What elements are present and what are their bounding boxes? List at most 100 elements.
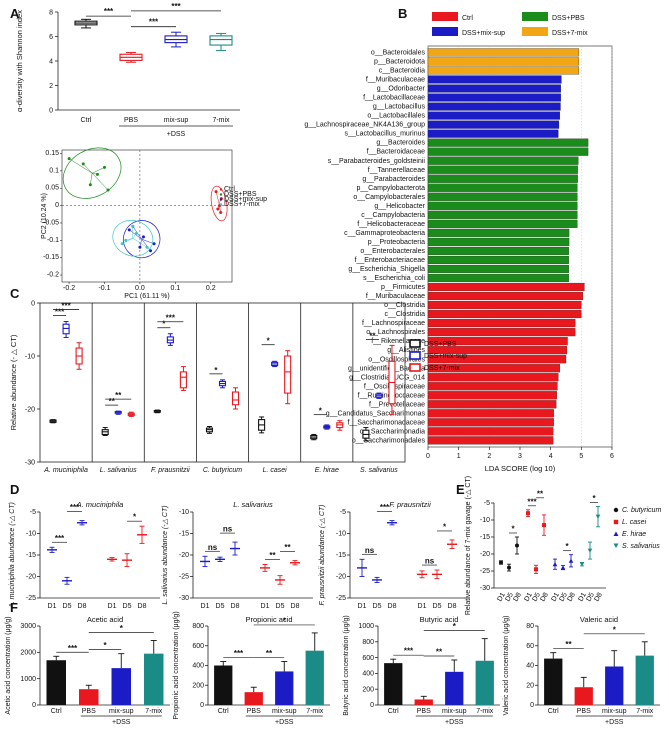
b-bar <box>427 319 576 328</box>
b-bar <box>427 219 578 228</box>
d-x-tick-label: D8 <box>388 603 397 610</box>
b-bar <box>427 337 568 346</box>
d-sig-label: ** <box>284 543 291 552</box>
a-x-tick-label: PBS <box>124 117 138 124</box>
pcoa-x-tick-label: 0.2 <box>206 285 216 292</box>
e-legend-label: E. hirae <box>622 531 646 538</box>
pcoa-point <box>88 183 92 187</box>
d-y-tick-label: -15 <box>26 552 36 559</box>
b-bar <box>427 436 554 445</box>
a-x-tick-label: Ctrl <box>81 117 92 124</box>
b-bar-label: g__Alistipes <box>387 347 425 354</box>
f-y-axis-title: Butyric acid concentration (μg/g) <box>343 615 350 716</box>
e-y-tick-label: -25 <box>480 568 490 575</box>
c-legend-swatch <box>409 363 421 372</box>
f-y-tick-label: 80 <box>526 623 534 630</box>
d-x-tick-label: D8 <box>78 603 87 610</box>
b-legend-label: DSS+7-mix <box>552 30 588 37</box>
b-bar-label: f__Bacteroidaceae <box>367 149 425 156</box>
pcoa-legend-label: DSS+PBS <box>224 191 257 198</box>
b-bar-label: f__Tannerellaceae <box>368 167 425 174</box>
d-x-tick-label: D1 <box>48 603 57 610</box>
f-y-tick-label: 1000 <box>358 623 374 630</box>
b-legend-swatch <box>522 12 548 21</box>
d-y-tick-label: -15 <box>336 552 346 559</box>
b-bar <box>427 57 580 66</box>
b-bar-label: f__Rikenellaceae <box>371 338 425 345</box>
b-bar <box>427 138 589 147</box>
d-x-tick-label: D5 <box>276 603 285 610</box>
c-sig-label: ** <box>109 397 116 406</box>
panel-label-B: B <box>398 6 407 21</box>
b-bar <box>427 237 570 246</box>
c-y-tick-label: -20 <box>25 407 35 414</box>
d-y-tick-label: -20 <box>179 552 189 559</box>
c-y-axis-title: Relative abundance (- △ CT) <box>9 334 18 430</box>
d-x-tick-label: D8 <box>231 603 240 610</box>
c-y-tick-label: -10 <box>25 354 35 361</box>
d-y-tick-label: -30 <box>179 595 189 602</box>
pcoa-spoke <box>91 167 105 174</box>
f-x-tick-label: 7-mix <box>636 708 654 715</box>
e-marker <box>515 543 519 548</box>
pcoa-point <box>138 245 142 249</box>
f-subplot-title: Butyric acid <box>420 615 459 624</box>
f-bar-PBS <box>79 689 99 705</box>
f-sig-label: ** <box>565 640 572 649</box>
d-sig-label: *** <box>55 534 65 543</box>
c-legend-label: DSS+mix-sup <box>424 353 467 360</box>
b-bar-label: f__Muribaculaceae <box>366 77 425 84</box>
c-sig-label: *** <box>55 308 65 317</box>
b-bar-label: o__Lachnospirales <box>366 329 425 336</box>
f-x-tick-label: Ctrl <box>388 708 399 715</box>
b-bar <box>427 147 589 156</box>
e-x-tick-label: D8 <box>566 592 577 603</box>
b-legend-swatch <box>432 27 458 36</box>
pcoa-legend-marker <box>219 188 223 191</box>
f-y-tick-label: 600 <box>362 655 374 662</box>
a-box-7-mix <box>209 35 233 46</box>
f-bar-7-mix <box>305 650 324 705</box>
b-bar <box>427 391 557 400</box>
d-y-axis-title: F. prausnitzii abundance (-△ CT) <box>319 505 326 606</box>
pcoa-ellipse <box>210 185 228 222</box>
panel-label-D: D <box>10 482 19 497</box>
d-y-tick-label: -25 <box>26 595 36 602</box>
f-x-tick-label: mix-sup <box>442 708 467 715</box>
pcoa-legend-marker <box>219 193 223 196</box>
d-y-tick-label: -20 <box>26 574 36 581</box>
f-y-tick-label: 0 <box>530 702 534 709</box>
f-sig-label: * <box>453 622 457 631</box>
b-bar-label: c__Campylobacteria <box>361 212 425 219</box>
b-bar-label: g__Parabacteroides <box>362 176 425 183</box>
d-sig-label: ns <box>365 546 375 555</box>
e-sig-label: *** <box>527 497 537 506</box>
f-bar-Ctrl <box>544 658 563 705</box>
b-bar <box>427 264 569 274</box>
d-sig-label: ** <box>269 551 276 560</box>
c-box <box>231 391 240 406</box>
b-bar-label: p__Bacteroidota <box>374 59 425 66</box>
e-x-tick-label: D5 <box>585 592 596 603</box>
f-bar-7-mix <box>475 660 494 705</box>
pcoa-spoke <box>218 203 221 213</box>
d-x-tick-label: D5 <box>123 603 132 610</box>
b-bar-label: f__Enterobacteriaceae <box>355 257 426 264</box>
f-dss-label: +DSS <box>445 719 464 726</box>
a-sig-label: *** <box>149 18 159 27</box>
f-sig-label: *** <box>68 644 78 653</box>
f-sig-label: *** <box>234 649 244 658</box>
e-x-tick-label: D8 <box>512 592 523 603</box>
pcoa-point <box>152 242 156 246</box>
f-y-tick-label: 2000 <box>20 650 36 657</box>
pcoa-x-tick-label: -0.1 <box>98 285 110 292</box>
e-marker <box>587 548 593 553</box>
pcoa-y-tick-label: -0.05 <box>43 219 59 226</box>
e-legend-marker <box>613 507 619 513</box>
d-x-tick-label: D1 <box>261 603 270 610</box>
b-bar-label: g__Clostridia_UCG_014 <box>349 374 425 381</box>
f-x-tick-label: PBS <box>577 708 591 715</box>
e-marker <box>507 565 511 570</box>
b-bar <box>427 291 584 301</box>
